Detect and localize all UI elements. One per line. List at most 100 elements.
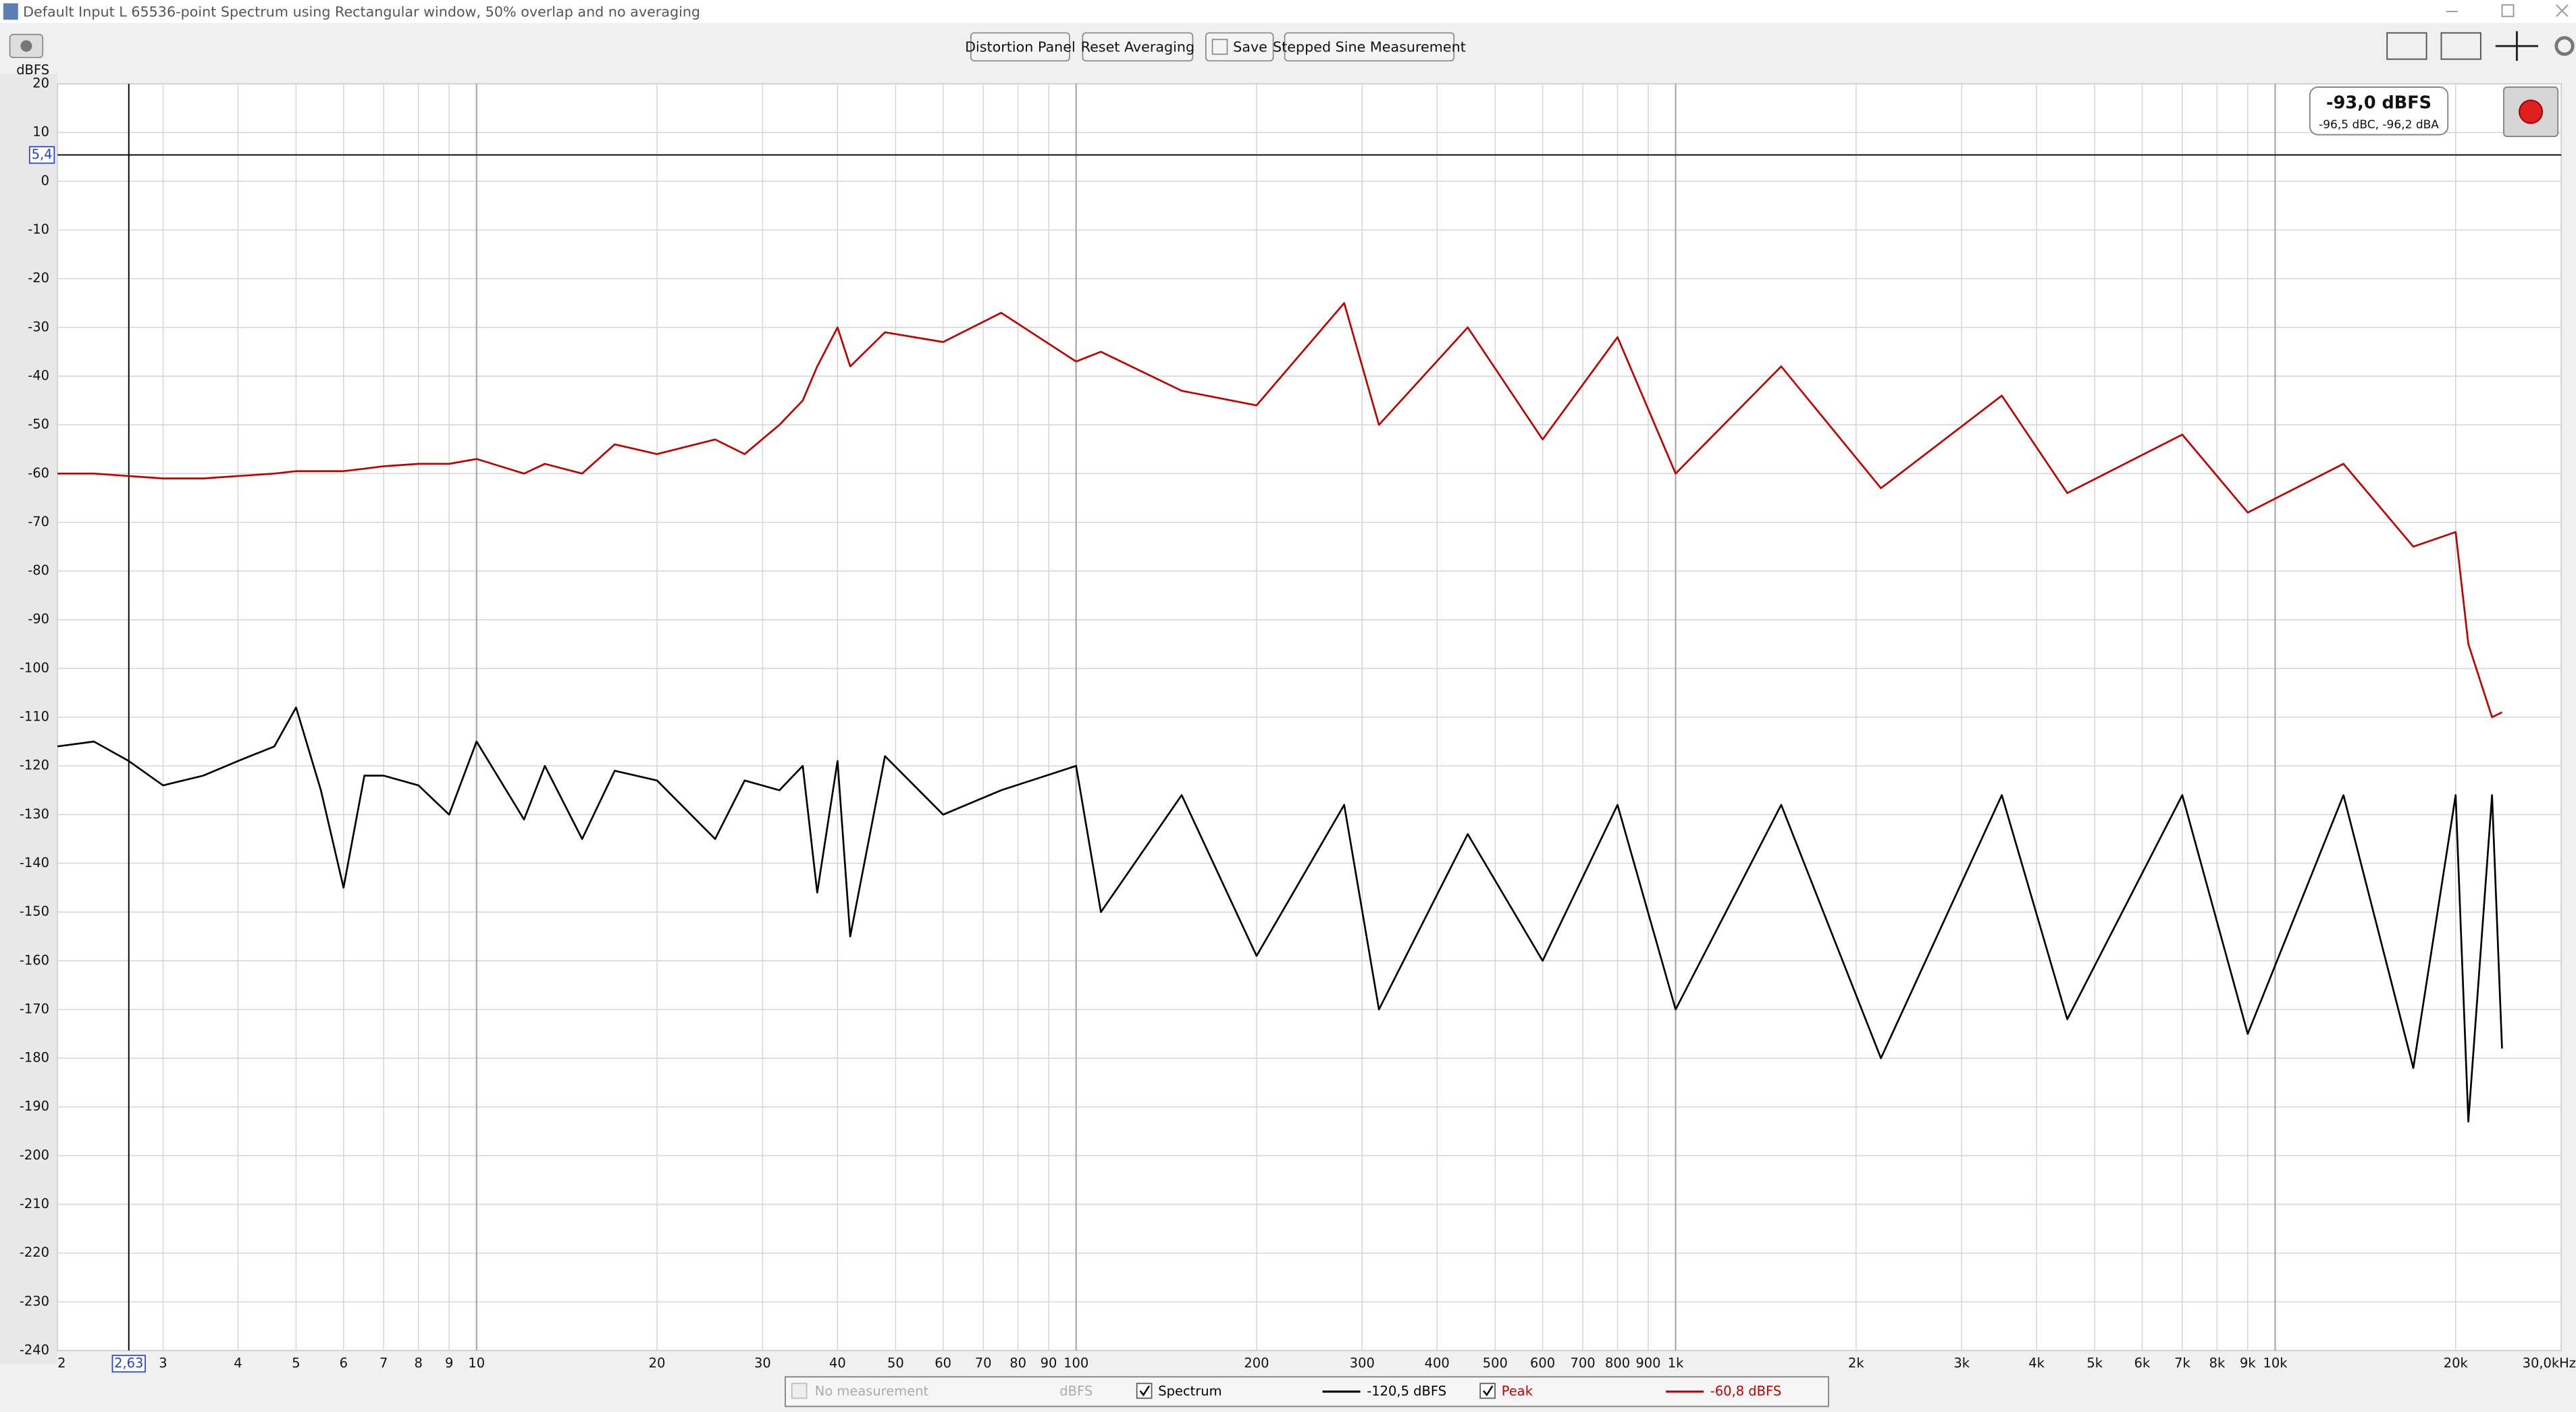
x-tick-label: 100 [1063, 1355, 1088, 1371]
x-tick-label: 700 [1570, 1355, 1595, 1371]
y-tick-label: -20 [28, 270, 49, 286]
x-tick-label: 3k [1953, 1355, 1970, 1371]
x-tick-label: 400 [1425, 1355, 1450, 1371]
x-tick-label: 30,0kHz [2523, 1355, 2576, 1371]
button-label: Save [1233, 39, 1267, 55]
readout-level: -93,0 dBFS [2326, 93, 2432, 113]
x-tick-label: 70 [975, 1355, 992, 1371]
y-tick-label: -60 [28, 465, 49, 481]
restore-button[interactable] [2501, 4, 2515, 18]
x-tick-label: 20 [649, 1355, 666, 1371]
y-tick-label: 0 [41, 173, 49, 188]
x-tick-label: 9 [445, 1355, 453, 1371]
legend-placeholder: No measurement [815, 1383, 929, 1398]
y-tick-label: -190 [20, 1099, 49, 1114]
camera-lens [20, 40, 32, 52]
readout-weighted: -96,5 dBC, -96,2 dBA [2319, 118, 2439, 132]
x-tick-label: 80 [1009, 1355, 1026, 1371]
stepped-sine-button[interactable]: Stepped Sine Measurement [1273, 32, 1466, 61]
x-tick-label: 9k [2240, 1355, 2256, 1371]
y-tick-label: -210 [20, 1196, 49, 1211]
y-tick-label: -40 [28, 368, 49, 384]
checkbox[interactable] [1136, 1382, 1153, 1399]
y-tick-label: -120 [20, 758, 49, 773]
x-tick-label: 5k [2086, 1355, 2103, 1371]
x-tick-label: 40 [829, 1355, 846, 1371]
y-tick-label: -140 [20, 855, 49, 870]
zoom-x-icon[interactable] [2386, 32, 2427, 60]
y-tick-label: -200 [20, 1147, 49, 1163]
y-tick-label: 20 [32, 76, 49, 91]
x-tick-label: 4k [2028, 1355, 2045, 1371]
x-tick-label: 600 [1530, 1355, 1555, 1371]
x-tick-label: 60 [935, 1355, 951, 1371]
reset-averaging-button[interactable]: Reset Averaging [1081, 32, 1194, 61]
y-tick-label: 10 [32, 124, 49, 140]
y-tick-label: -150 [20, 904, 49, 919]
layout-icon[interactable] [2440, 32, 2481, 60]
x-tick-label: 7k [2174, 1355, 2190, 1371]
x-tick-label: 300 [1350, 1355, 1375, 1371]
x-tick-label: 500 [1483, 1355, 1508, 1371]
cursor-x-label: 2,63 [114, 1355, 143, 1371]
plot-lines [57, 302, 2503, 1123]
grid [57, 83, 2562, 1351]
series-line [57, 706, 2503, 1123]
legend: Spectrum -120,5 dBFS Peak -60,8 dBFS [1136, 1382, 1781, 1399]
x-tick-label: 4 [234, 1355, 242, 1371]
y-tick-label: -50 [28, 417, 49, 432]
button-label: Distortion Panel [965, 39, 1076, 55]
x-tick-label: 5 [292, 1355, 300, 1371]
y-axis-label: dBFS [16, 62, 49, 78]
x-tick-label: 800 [1605, 1355, 1630, 1371]
x-tick-label: 900 [1635, 1355, 1660, 1371]
y-tick-label: -80 [28, 563, 49, 578]
x-tick-label: 2k [1848, 1355, 1864, 1371]
settings-icon[interactable] [2554, 36, 2575, 56]
record-indicator [2519, 99, 2544, 124]
checkbox[interactable] [1479, 1382, 1496, 1399]
fit-icon[interactable] [2495, 31, 2539, 61]
button-label: Reset Averaging [1081, 39, 1194, 55]
close-button[interactable] [2556, 4, 2569, 18]
legend-value: -60,8 dBFS [1710, 1383, 1781, 1398]
y-tick-label: -110 [20, 709, 49, 725]
checkmark [1139, 1385, 1150, 1396]
x-tick-label: 3 [159, 1355, 167, 1371]
axis-labels: -240-230-220-210-200-190-180-170-160-150… [20, 76, 2576, 1373]
x-tick-label: 8 [415, 1355, 423, 1371]
checkbox[interactable] [791, 1382, 808, 1399]
x-tick-label: 6 [340, 1355, 348, 1371]
cursor-x-box [111, 1355, 146, 1373]
cursor-y-box [28, 146, 55, 164]
y-tick-label: -10 [28, 221, 49, 237]
save-button[interactable]: Save [1205, 32, 1274, 61]
cursor-y-label: 5,4 [32, 147, 53, 162]
checkmark [1483, 1385, 1494, 1396]
x-tick-label: 50 [887, 1355, 904, 1371]
window-title: Default Input L 65536-point Spectrum usi… [23, 3, 700, 20]
series-line [57, 302, 2503, 718]
y-tick-label: -230 [20, 1293, 49, 1309]
x-tick-label: 30 [754, 1355, 771, 1371]
title-bar [0, 0, 2576, 24]
y-tick-label: -30 [28, 319, 49, 334]
y-tick-label: -130 [20, 806, 49, 822]
legend-placeholder-unit: dBFS [1059, 1383, 1093, 1398]
distortion-panel-button[interactable]: Distortion Panel [965, 32, 1076, 61]
y-axis-panel [0, 74, 58, 1364]
legend-value: -120,5 dBFS [1367, 1383, 1446, 1398]
legend-name: Spectrum [1158, 1383, 1221, 1398]
x-tick-label: 20k [2444, 1355, 2469, 1371]
x-tick-label: 2 [57, 1355, 65, 1371]
y-tick-label: -90 [28, 611, 49, 627]
x-tick-label: 200 [1244, 1355, 1269, 1371]
x-tick-label: 10k [2263, 1355, 2288, 1371]
y-tick-label: -100 [20, 660, 49, 675]
y-tick-label: -220 [20, 1245, 49, 1260]
x-tick-label: 8k [2209, 1355, 2226, 1371]
button-label: Stepped Sine Measurement [1273, 39, 1466, 55]
y-tick-label: -70 [28, 514, 49, 529]
x-tick-label: 1k [1668, 1355, 1684, 1371]
